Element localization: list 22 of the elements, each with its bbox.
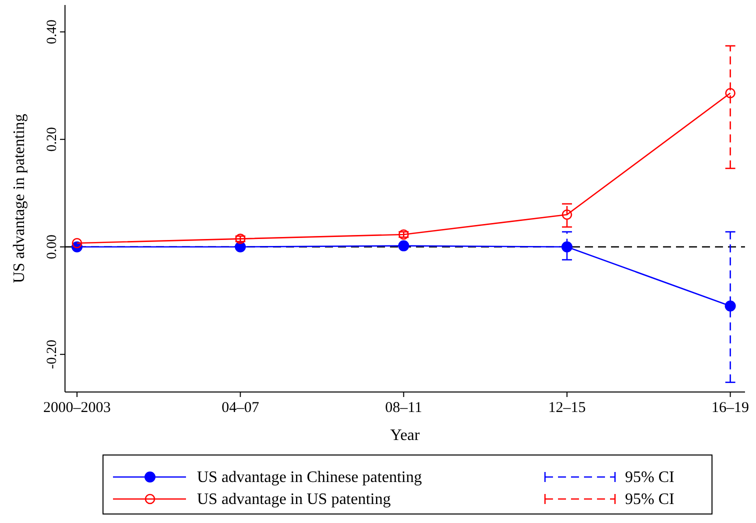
y-axis-title: US advantage in patenting: [11, 114, 28, 284]
x-tick-label: 16–19: [712, 400, 750, 416]
y-tick-label: 0.00: [45, 234, 60, 260]
x-axis-title: Year: [390, 427, 420, 444]
point: [725, 88, 736, 98]
point: [724, 300, 736, 312]
x-tick-label: 08–11: [385, 400, 422, 416]
x-tick-label: 04–07: [222, 400, 260, 416]
point: [561, 241, 572, 252]
point: [562, 209, 572, 220]
point: [72, 238, 82, 248]
text: 95% CI: [625, 469, 674, 486]
x-tick-label: 12–15: [548, 400, 586, 416]
text: 95% CI: [625, 491, 674, 508]
point: [234, 241, 246, 252]
point: [398, 240, 410, 252]
y-tick-label: 0.40: [45, 20, 60, 44]
legend-label: US advantage in Chinese patenting: [197, 469, 422, 486]
y-tick-label: -0.20: [45, 340, 60, 369]
x-tick-label: 2000–2003: [43, 400, 111, 416]
y-tick-label: 0.20: [45, 127, 60, 152]
legend-label: US advantage in US patenting: [197, 491, 391, 508]
